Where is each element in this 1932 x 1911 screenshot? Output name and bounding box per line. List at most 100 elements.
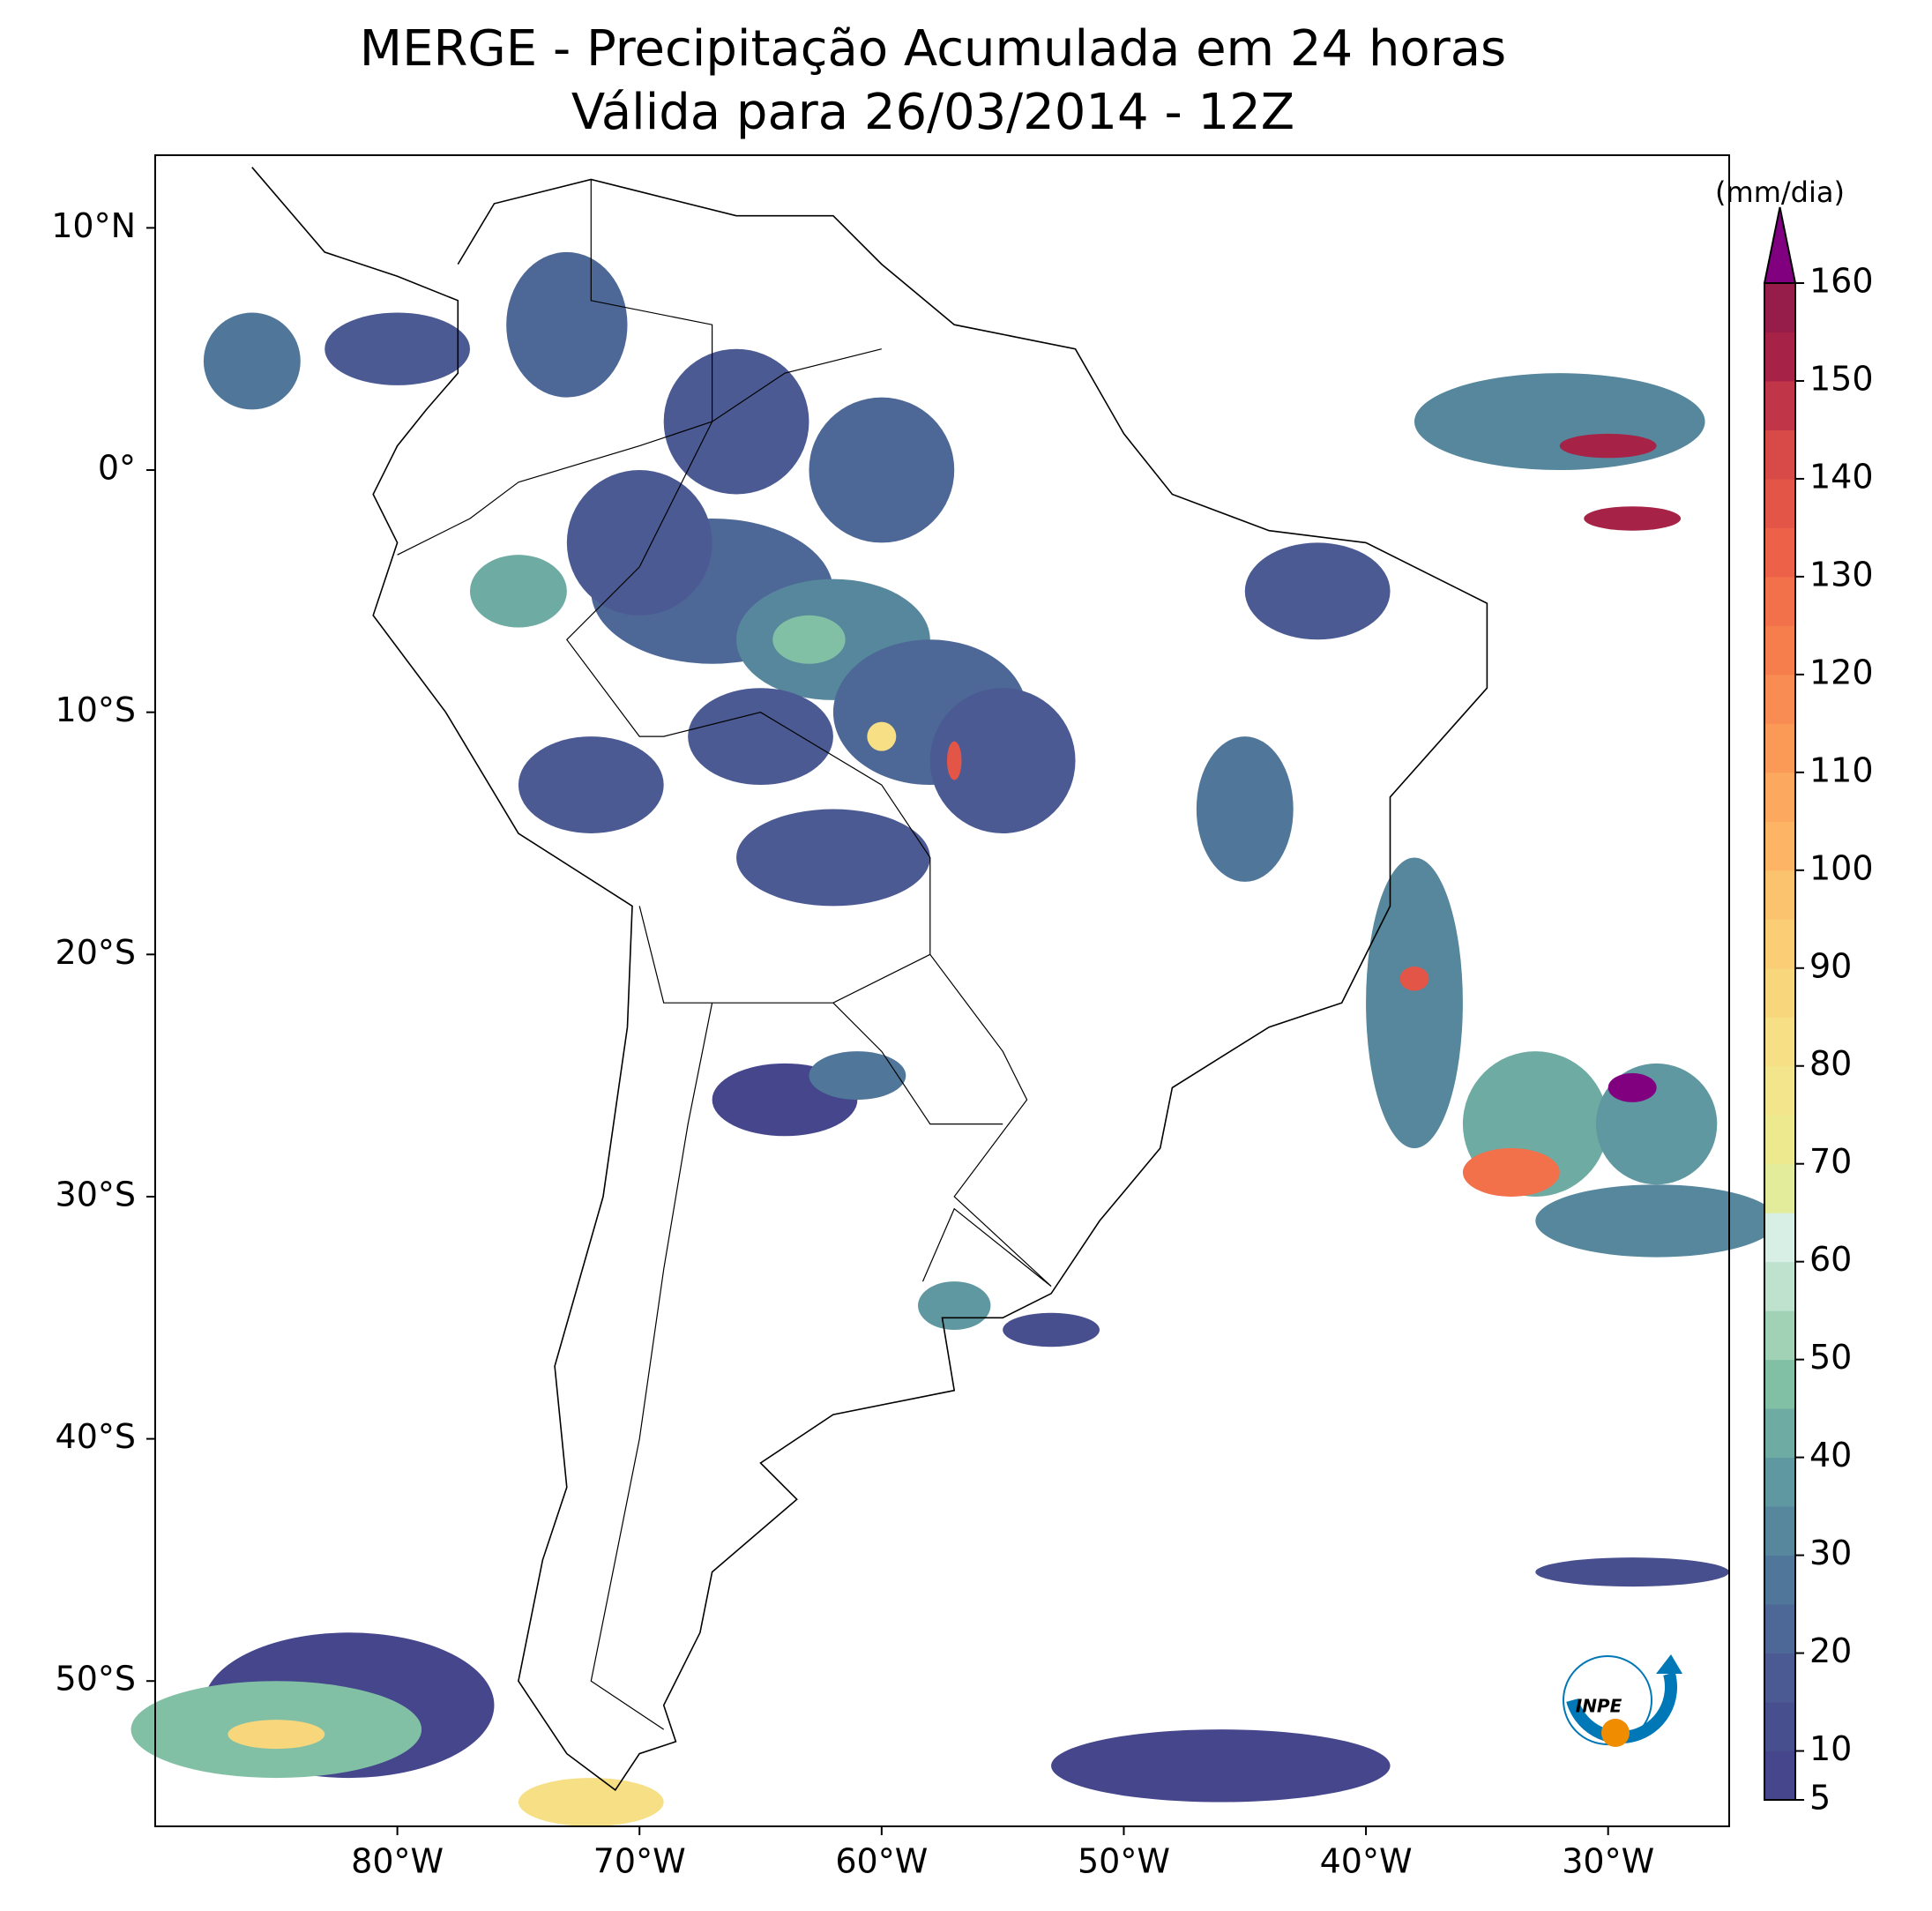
colorbar-segment [1764, 478, 1795, 528]
colorbar-segment [1764, 723, 1795, 773]
colorbar-frame [1764, 282, 1796, 1801]
rain-area [1535, 1184, 1778, 1258]
colorbar-segment [1764, 332, 1795, 382]
y-tick-label: 30°S [56, 1175, 136, 1213]
country-borders [397, 179, 1052, 1730]
x-tick-label: 40°W [1320, 1842, 1413, 1881]
colorbar-segment [1764, 1359, 1795, 1409]
colorbar-tick-label: 130 [1809, 555, 1874, 593]
rain-area [946, 741, 962, 780]
colorbar-tick-label: 40 [1809, 1436, 1852, 1474]
rain-area [1414, 373, 1705, 471]
colorbar-tick-label: 140 [1809, 457, 1874, 496]
colorbar-segment [1764, 1506, 1795, 1556]
rain-area [228, 1720, 325, 1750]
rain-area [1003, 1312, 1100, 1347]
axes: 80°W 70°W 60°W 50°W 40°W 30°W 10°N 0° 10°S 20°S 30… [51, 206, 1654, 1881]
y-tick-label: 50°S [56, 1660, 136, 1698]
colorbar-segment [1764, 1163, 1795, 1213]
colorbar-tick-label: 150 [1809, 359, 1874, 398]
rain-area [867, 721, 897, 751]
colorbar-tick-label: 30 [1809, 1534, 1852, 1572]
rain-area [809, 1051, 906, 1101]
rain-area [1399, 967, 1429, 991]
rain-area [1196, 736, 1294, 882]
rain-area [772, 615, 846, 664]
rain-area [518, 1778, 664, 1826]
colorbar-segment [1764, 1604, 1795, 1654]
rain-area [929, 688, 1076, 833]
colorbar-segment [1764, 1751, 1795, 1801]
colorbar-segment [1764, 919, 1795, 969]
map-frame [154, 154, 1730, 1827]
colorbar-segment [1764, 674, 1795, 724]
colorbar-segment [1764, 1115, 1795, 1165]
y-tick-label: 0° [98, 449, 136, 488]
colorbar-tick-label: 20 [1809, 1631, 1852, 1670]
colorbar-segment [1764, 625, 1795, 676]
subtitle: Válida para 26/03/2014 - 12Z [571, 84, 1294, 141]
colorbar-tick-label: 90 [1809, 946, 1852, 985]
logo-text: INPE [1576, 1696, 1622, 1717]
colorbar-tick-label: 5 [1809, 1779, 1831, 1818]
y-tick-label: 20°S [56, 933, 136, 972]
logo-arrow [1656, 1654, 1682, 1674]
colorbar: (mm/dia) 5 10 20 30 40 50 60 70 80 90 100 110 120 130 1… [1715, 175, 1873, 1818]
rain-area [918, 1281, 991, 1330]
colorbar-segment [1764, 772, 1795, 822]
colorbar-tick-label: 70 [1809, 1142, 1852, 1181]
rain-area [1584, 506, 1682, 531]
y-tick-label: 10°S [56, 690, 136, 729]
colorbar-segment [1764, 380, 1795, 430]
logo-sun [1601, 1719, 1630, 1747]
colorbar-tick-label: 160 [1809, 262, 1874, 301]
colorbar-segment [1764, 1310, 1795, 1361]
x-tick-label: 30°W [1562, 1842, 1654, 1881]
colorbar-segment [1764, 1702, 1795, 1752]
rain-area [566, 470, 712, 616]
rain-area [470, 555, 567, 628]
colorbar-tick-label: 110 [1809, 750, 1874, 789]
rain-area [203, 312, 301, 410]
rain-area [506, 251, 628, 398]
colorbar-segment [1764, 1261, 1795, 1311]
colorbar-segment [1764, 1653, 1795, 1703]
colorbar-tick-label: 100 [1809, 848, 1874, 887]
coastline [251, 167, 1488, 1791]
colorbar-tick-label: 120 [1809, 653, 1874, 691]
colorbar-unit: (mm/dia) [1715, 175, 1845, 209]
colorbar-tick-label: 50 [1809, 1338, 1852, 1377]
y-tick-label: 40°S [56, 1417, 136, 1456]
colorbar-segment [1764, 870, 1795, 920]
colorbar-segment [1764, 1065, 1795, 1116]
rain-area [688, 688, 833, 786]
x-tick-label: 60°W [835, 1842, 928, 1881]
rain-area [1366, 857, 1463, 1149]
colorbar-segment [1764, 1408, 1795, 1459]
colorbar-segment [1764, 283, 1795, 332]
colorbar-segment [1764, 967, 1795, 1018]
title: MERGE - Precipitação Acumulada em 24 hor… [360, 20, 1506, 78]
colorbar-segment [1764, 821, 1795, 871]
precipitation-field [131, 251, 1778, 1826]
x-tick-label: 50°W [1078, 1842, 1170, 1881]
rain-area [1559, 433, 1657, 459]
colorbar-segment [1764, 527, 1795, 578]
rain-area [324, 312, 470, 385]
logo: INPE [1563, 1654, 1682, 1747]
y-tick-label: 10°N [51, 206, 136, 245]
x-tick-label: 70°W [593, 1842, 686, 1881]
colorbar-segment [1764, 576, 1795, 626]
x-tick-label: 80°W [351, 1842, 444, 1881]
colorbar-tick-label: 80 [1809, 1044, 1852, 1083]
colorbar-tick-label: 10 [1809, 1729, 1852, 1768]
rain-area [1608, 1072, 1657, 1102]
colorbar-segment [1764, 429, 1795, 480]
colorbar-segment [1764, 1555, 1795, 1605]
rain-area [1535, 1557, 1729, 1587]
colorbar-tick-label: 60 [1809, 1240, 1852, 1279]
rain-area [809, 397, 955, 543]
rain-area [736, 809, 930, 907]
rain-area [1051, 1729, 1391, 1803]
